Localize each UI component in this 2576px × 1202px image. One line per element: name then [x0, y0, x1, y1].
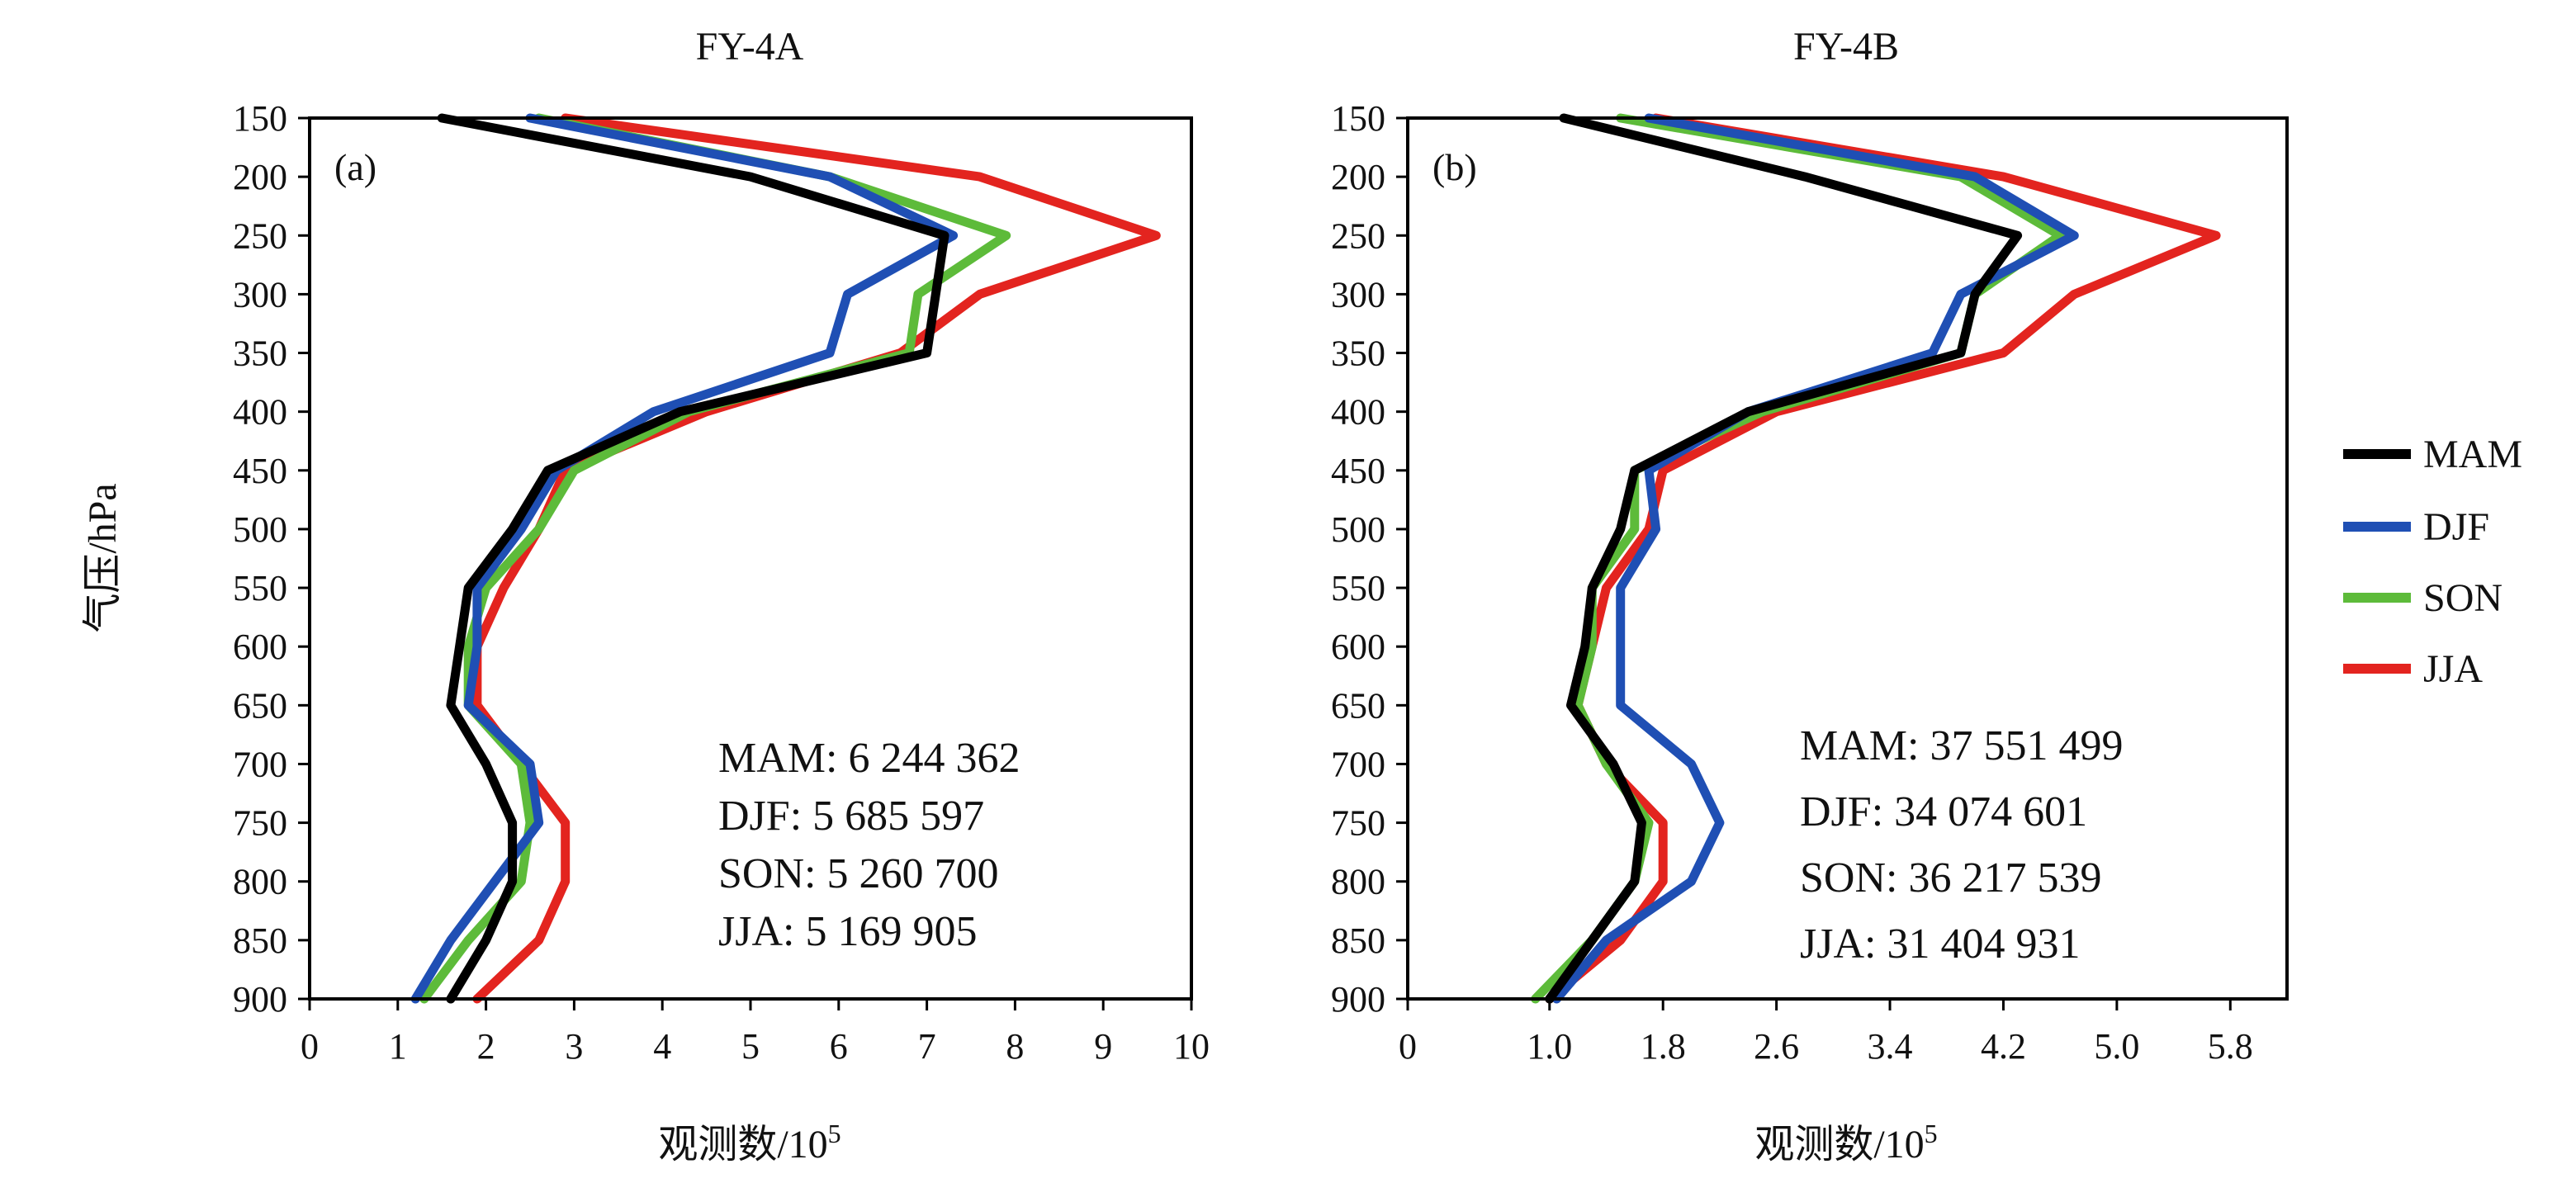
legend-label-jja: JJA	[2423, 647, 2483, 691]
panel-b-ytick-label: 250	[1331, 215, 1385, 256]
panel-b-total: JJA: 31 404 931	[1800, 920, 2080, 968]
panel-a-ytick-label: 850	[233, 920, 287, 961]
panel-a-totals: MAM: 6 244 362 DJF: 5 685 597 SON: 5 260…	[718, 735, 1020, 955]
panel-b: FY-4B (b) 0 1.0 1.8 2.6 3.4 4.2 5.0 5.8 150 200 25…	[1331, 25, 2289, 1167]
panel-b-ytick-label: 550	[1331, 568, 1385, 608]
panel-b-ytick-label: 300	[1331, 274, 1385, 315]
panel-b-ytick-label: 700	[1331, 744, 1385, 784]
panel-a-tag: (a)	[334, 146, 376, 188]
panel-a-ytick-label: 750	[233, 803, 287, 844]
panel-a-ytick-label: 400	[233, 392, 287, 433]
panel-b-ytick-label: 150	[1331, 98, 1385, 139]
panel-b-xlabel: 观测数/105	[1754, 1119, 1937, 1167]
panel-a-ytick-label: 450	[233, 451, 287, 491]
panel-a-total: MAM: 6 244 362	[718, 735, 1020, 782]
panel-a-xlabel: 观测数/105	[658, 1119, 841, 1167]
panel-a-ytick-label: 200	[233, 157, 287, 197]
panel-b-ytick-label: 600	[1331, 627, 1385, 667]
panel-a-xtick-label: 7	[918, 1026, 936, 1067]
panel-a: FY-4A (a) 0 1 2 3 4 5 6 7 8 9 10 150 200 250 300 350 400…	[233, 25, 1210, 1167]
panel-b-xtick-label: 2.6	[1754, 1026, 1799, 1067]
panel-a-xtick-label: 6	[830, 1026, 848, 1067]
panel-a-total: SON: 5 260 700	[718, 850, 998, 897]
panel-b-total: MAM: 37 551 499	[1800, 722, 2123, 769]
panel-b-xlabel-text: 观测数/10	[1754, 1123, 1924, 1167]
panel-a-xlabel-sup: 5	[828, 1119, 841, 1148]
panel-b-title: FY-4B	[1793, 25, 1899, 69]
panel-a-ytick-label: 550	[233, 568, 287, 608]
panel-a-xtick-label: 8	[1006, 1026, 1024, 1067]
panel-a-ytick-label: 700	[233, 744, 287, 784]
panel-b-ytick-label: 750	[1331, 803, 1385, 844]
panel-b-frame	[1406, 116, 2289, 1001]
panel-a-total: JJA: 5 169 905	[718, 908, 977, 955]
panel-a-title: FY-4A	[696, 25, 804, 69]
panel-a-ytick-label: 300	[233, 274, 287, 315]
panel-a-ytick-label: 600	[233, 627, 287, 667]
panel-a-total: DJF: 5 685 597	[718, 793, 984, 840]
panel-b-xlabel-sup: 5	[1925, 1119, 1938, 1148]
panel-b-xtick-label: 5.0	[2094, 1026, 2139, 1067]
panel-a-ytick-label: 800	[233, 862, 287, 902]
panel-a-xtick-label: 5	[741, 1026, 760, 1067]
panel-b-ytick-label: 450	[1331, 451, 1385, 491]
panel-b-series-jja	[1545, 113, 2221, 1004]
legend-label-djf: DJF	[2423, 505, 2489, 549]
panel-b-ytick-label: 900	[1331, 979, 1385, 1020]
panel-b-total: DJF: 34 074 601	[1800, 788, 2087, 835]
panel-b-ytick-label: 800	[1331, 862, 1385, 902]
panel-a-ytick-label: 150	[233, 98, 287, 139]
legend: MAM DJF SON JJA	[2343, 433, 2522, 691]
panel-b-ytick-label: 850	[1331, 920, 1385, 961]
panel-b-xtick-label: 5.8	[2208, 1026, 2253, 1067]
panel-a-ytick-label: 650	[233, 685, 287, 726]
panel-b-ytick-label: 350	[1331, 334, 1385, 374]
panel-a-series-son	[419, 113, 1011, 1004]
panel-a-xtick-label: 1	[389, 1026, 407, 1067]
panel-a-xtick-label: 4	[653, 1026, 671, 1067]
panel-a-ytick-label: 250	[233, 215, 287, 256]
ylabel: 气压/hPa	[81, 483, 125, 632]
panel-b-ytick-label: 500	[1331, 509, 1385, 550]
panel-b-xtick-label: 1.0	[1527, 1026, 1572, 1067]
panel-b-ytick-label: 400	[1331, 392, 1385, 433]
panel-b-xtick-label: 4.2	[1981, 1026, 2026, 1067]
panel-a-ytick-label: 500	[233, 509, 287, 550]
panel-a-ytick-label: 350	[233, 334, 287, 374]
panel-a-series-mam	[437, 113, 949, 1004]
panel-a-xtick-label: 3	[565, 1026, 583, 1067]
panel-a-xtick-label: 0	[301, 1026, 319, 1067]
panel-a-ytick-label: 900	[233, 979, 287, 1020]
legend-label-mam: MAM	[2423, 433, 2522, 476]
panel-b-xtick-label: 0	[1399, 1026, 1417, 1067]
panel-b-xtick-label: 3.4	[1868, 1026, 1913, 1067]
panel-b-ytick-label: 650	[1331, 685, 1385, 726]
panel-a-xtick-label: 2	[477, 1026, 495, 1067]
panel-b-series-mam	[1545, 113, 2023, 1004]
panel-b-totals: MAM: 37 551 499 DJF: 34 074 601 SON: 36 …	[1800, 722, 2123, 968]
panel-a-xtick-label: 9	[1094, 1026, 1112, 1067]
panel-b-xtick-label: 1.8	[1641, 1026, 1686, 1067]
legend-label-son: SON	[2423, 576, 2503, 620]
panel-b-tag: (b)	[1432, 146, 1477, 188]
panel-a-series-jja	[472, 113, 1161, 1004]
panel-a-xtick-label: 10	[1173, 1026, 1210, 1067]
panel-b-series-djf	[1551, 113, 2079, 1004]
panel-b-ytick-label: 200	[1331, 157, 1385, 197]
panel-b-total: SON: 36 217 539	[1800, 854, 2101, 902]
panel-a-xlabel-text: 观测数/10	[658, 1123, 827, 1167]
